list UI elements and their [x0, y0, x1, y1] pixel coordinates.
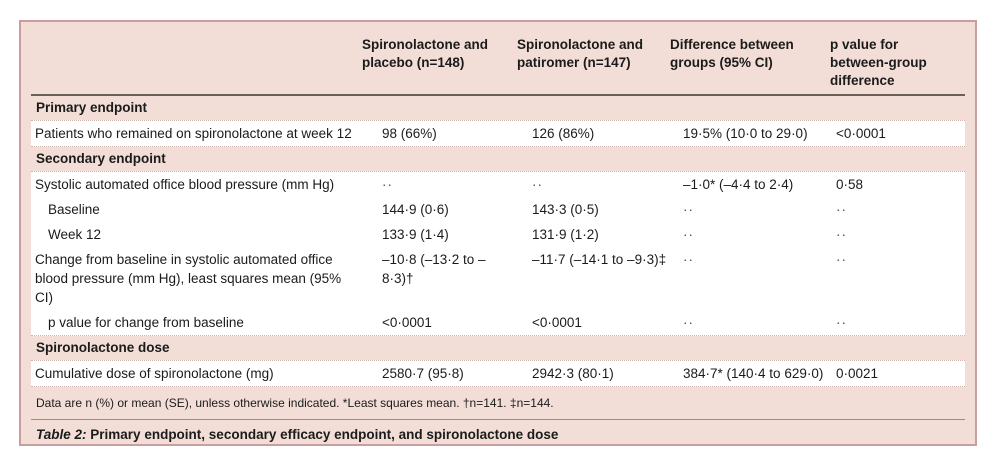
cell-value: ··: [532, 177, 543, 192]
section-header-label: Spironolactone dose: [36, 340, 170, 355]
header-col-difference: Difference between groups (95% CI): [670, 37, 794, 70]
cell-value: 19·5% (10·0 to 29·0): [683, 126, 808, 141]
cell-value: 131·9 (1·2): [532, 227, 599, 242]
header-col-spironolactone-placebo: Spironolactone and placebo (n=148): [362, 37, 489, 70]
table-row: Cumulative dose of spironolactone (mg) 25…: [31, 360, 965, 387]
row-label: p value for change from baseline: [48, 315, 244, 330]
cell-value: <0·0001: [836, 126, 886, 141]
row-label: Baseline: [48, 202, 100, 217]
section-header-label: Secondary endpoint: [36, 151, 166, 166]
cell-value: ··: [836, 202, 847, 217]
table-caption: Table 2: Primary endpoint, secondary eff…: [21, 420, 975, 444]
table-header-row: Spironolactone and placebo (n=148) Spiro…: [31, 22, 965, 96]
table-row: Patients who remained on spironolactone …: [31, 120, 965, 147]
cell-value: ··: [836, 315, 847, 330]
cell-value: ··: [683, 227, 694, 242]
section-header-row: Secondary endpoint: [21, 147, 975, 171]
row-label: Week 12: [48, 227, 102, 242]
cell-value: ··: [836, 252, 847, 267]
cell-value: ··: [683, 252, 694, 267]
cell-value: <0·0001: [382, 315, 432, 330]
cell-value: –11·7 (–14·1 to –9·3)‡: [532, 252, 667, 267]
section-header-row: Primary endpoint: [21, 96, 975, 120]
cell-value: ··: [836, 227, 847, 242]
cell-value: 2580·7 (95·8): [382, 366, 464, 381]
cell-value: 98 (66%): [382, 126, 437, 141]
cell-value: –10·8 (–13·2 to –8·3)†: [382, 252, 486, 286]
section-header-row: Spironolactone dose: [21, 336, 975, 360]
cell-value: 2942·3 (80·1): [532, 366, 614, 381]
section-header-label: Primary endpoint: [36, 100, 148, 115]
header-empty-cell: [31, 36, 362, 94]
cell-value: ··: [382, 177, 393, 192]
table-row: p value for change from baseline <0·0001 <…: [31, 310, 965, 336]
cell-value: <0·0001: [532, 315, 582, 330]
table-caption-text: Primary endpoint, secondary efficacy end…: [90, 427, 559, 442]
cell-value: ··: [683, 315, 694, 330]
table-footnote: Data are n (%) or mean (SE), unless othe…: [36, 396, 554, 410]
header-col-spironolactone-patiromer: Spironolactone and patiromer (n=147): [517, 37, 644, 70]
row-label: Cumulative dose of spironolactone (mg): [35, 366, 274, 381]
cell-value: 133·9 (1·4): [382, 227, 449, 242]
cell-value: 0·0021: [836, 366, 879, 381]
cell-value: 0·58: [836, 177, 864, 192]
cell-value: 126 (86%): [532, 126, 595, 141]
cell-value: ··: [683, 202, 694, 217]
table-body: Primary endpoint Patients who remained on…: [21, 96, 975, 387]
row-label: Patients who remained on spironolactone …: [35, 126, 352, 141]
header-col-p-value: p value for between-group difference: [830, 37, 927, 88]
results-table: Spironolactone and placebo (n=148) Spiro…: [19, 20, 977, 446]
row-label: Systolic automated office blood pressure…: [35, 177, 335, 192]
caption-divider: [31, 419, 965, 420]
table-row: Systolic automated office blood pressure…: [31, 171, 965, 197]
table-row: Baseline 144·9 (0·6) 143·3 (0·5) ·· ··: [31, 197, 965, 222]
table-row: Week 12 133·9 (1·4) 131·9 (1·2) ·· ··: [31, 222, 965, 247]
cell-value: 143·3 (0·5): [532, 202, 599, 217]
table-caption-number: Table 2:: [36, 427, 87, 442]
cell-value: 384·7* (140·4 to 629·0): [683, 366, 824, 381]
cell-value: –1·0* (–4·4 to 2·4): [683, 177, 794, 192]
row-label: Change from baseline in systolic automat…: [35, 252, 342, 305]
cell-value: 144·9 (0·6): [382, 202, 449, 217]
table-row: Change from baseline in systolic automat…: [31, 247, 965, 310]
